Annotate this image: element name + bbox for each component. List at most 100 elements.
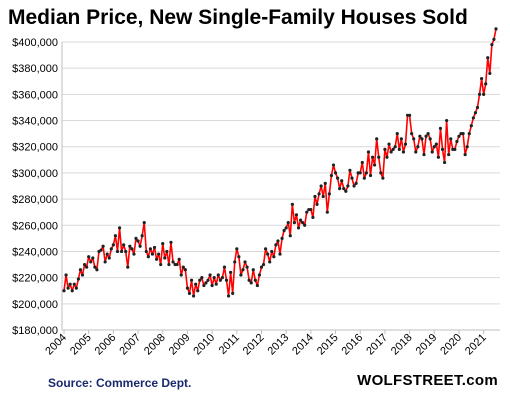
data-point [229, 270, 233, 274]
x-tick-label: 2020 [438, 332, 464, 358]
data-point [241, 268, 245, 272]
data-point [445, 118, 449, 123]
data-point [408, 113, 412, 117]
data-point [383, 147, 387, 151]
data-point [117, 226, 122, 230]
x-tick-label: 2007 [117, 332, 143, 358]
data-point [422, 152, 426, 157]
data-point [78, 268, 83, 272]
data-point [177, 257, 181, 261]
data-point [93, 265, 97, 269]
data-point [352, 184, 356, 188]
data-point [204, 281, 208, 285]
data-point [391, 147, 395, 151]
data-point [315, 202, 319, 206]
data-point [163, 256, 167, 260]
data-point [165, 249, 169, 254]
y-tick-label: $240,000 [12, 246, 58, 258]
data-point [226, 294, 231, 298]
data-point [342, 187, 346, 191]
data-point [492, 37, 496, 41]
data-point [218, 278, 222, 282]
data-point [397, 147, 401, 151]
data-point [140, 234, 144, 238]
data-point [373, 163, 377, 167]
chart-title: Median Price, New Single-Family Houses S… [8, 6, 468, 29]
data-point [473, 111, 478, 115]
x-tick-label: 2009 [167, 332, 193, 358]
data-point [350, 176, 354, 180]
data-point [247, 278, 251, 282]
data-point [91, 256, 95, 260]
x-tick-label: 2008 [142, 332, 168, 358]
data-point [477, 92, 482, 96]
data-point [183, 268, 187, 272]
data-point [192, 294, 196, 298]
data-point [467, 132, 471, 136]
data-point [366, 150, 371, 154]
data-point [144, 249, 148, 254]
data-point [109, 247, 113, 251]
data-point [76, 277, 80, 281]
data-point [317, 192, 321, 196]
data-point [329, 173, 334, 178]
data-point [237, 255, 241, 259]
data-point [393, 145, 397, 149]
data-point [364, 171, 368, 175]
data-point [107, 256, 111, 260]
data-point [346, 184, 350, 188]
y-tick-label: $380,000 [12, 63, 58, 75]
data-point [327, 192, 331, 196]
data-point [181, 265, 185, 269]
data-point [169, 240, 173, 244]
data-point [89, 260, 93, 264]
data-point [159, 262, 163, 267]
data-point [189, 278, 194, 282]
source-note: Source: Commerce Dept. [48, 376, 192, 390]
y-tick-label: $300,000 [12, 168, 58, 180]
y-tick-label: $360,000 [12, 89, 58, 101]
data-point [154, 257, 159, 261]
data-point [395, 132, 399, 136]
data-point [424, 134, 428, 138]
data-point [206, 278, 210, 282]
x-tick-label: 2006 [93, 332, 119, 358]
data-point [447, 152, 451, 157]
data-point [259, 265, 264, 269]
data-point [85, 265, 89, 269]
data-point [95, 268, 99, 272]
data-point [399, 137, 403, 141]
y-tick-label: $260,000 [12, 220, 58, 232]
data-point [305, 210, 309, 214]
data-point [379, 171, 383, 175]
data-point [280, 236, 284, 240]
data-point [111, 243, 115, 247]
data-point [323, 181, 327, 185]
data-point [288, 234, 292, 238]
data-point [251, 268, 255, 272]
data-point [126, 265, 130, 269]
data-point [385, 155, 389, 159]
data-point [212, 276, 216, 280]
data-point [298, 218, 303, 222]
data-point [469, 124, 473, 128]
x-tick-label: 2018 [389, 332, 415, 358]
data-point [358, 171, 362, 175]
series-median-price [62, 27, 498, 298]
data-point [418, 134, 422, 138]
gridlines [62, 41, 500, 331]
data-point [74, 286, 78, 290]
data-point [484, 82, 488, 86]
x-tick-label: 2013 [265, 332, 291, 358]
axes [61, 42, 500, 334]
data-point [124, 249, 128, 254]
data-point [179, 273, 183, 277]
data-point [286, 221, 290, 225]
y-tick-label: $340,000 [12, 116, 58, 128]
data-point [274, 243, 278, 247]
data-point [432, 145, 436, 149]
data-point [200, 276, 204, 280]
data-point [420, 137, 424, 141]
data-point [64, 273, 68, 277]
